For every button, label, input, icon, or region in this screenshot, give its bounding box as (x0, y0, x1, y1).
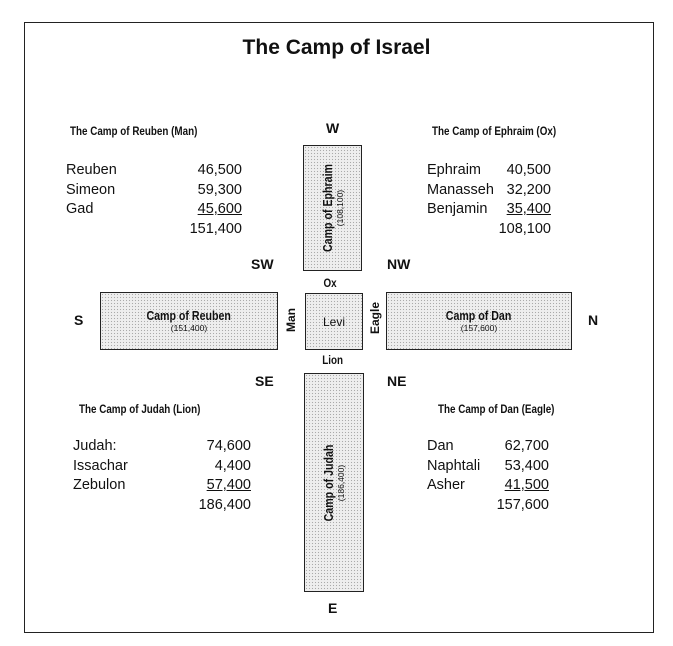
table-row: Reuben 46,500 (66, 161, 242, 181)
symbol-eagle: Eagle (368, 301, 382, 334)
direction-nw: NW (387, 256, 411, 272)
judah-table: Judah: 74,600 Issachar 4,400 Zebulon 57,400… (73, 437, 251, 515)
table-row: Gad 45,600 (66, 200, 242, 220)
total: 186,400 (198, 496, 251, 513)
ephraim-table: Ephraim 40,500 Manasseh 32,200 Benjamin 35,… (427, 161, 551, 239)
tribe: Manasseh (427, 181, 494, 198)
camp-of-dan-box: Camp of Dan (157,600) (386, 292, 572, 350)
symbol-lion: Lion (322, 353, 344, 367)
total: 157,600 (496, 496, 549, 513)
diagram-title: The Camp of Israel (242, 36, 431, 59)
table-row: Ephraim 40,500 (427, 161, 551, 181)
judah-heading: The Camp of Judah (Lion) (79, 402, 201, 416)
count: 53,400 (504, 457, 549, 474)
direction-s: S (74, 312, 84, 328)
box-label: Camp of Judah (322, 444, 337, 521)
count: 57,400 (206, 477, 251, 493)
dan-heading: The Camp of Dan (Eagle) (438, 402, 555, 416)
count: 45,600 (197, 201, 242, 217)
camp-of-judah-box: Camp of Judah (186,400) (304, 373, 364, 592)
direction-e: E (328, 600, 338, 616)
box-count: (186,400) (336, 464, 347, 501)
count: 41,500 (504, 477, 549, 493)
tribe: Simeon (66, 181, 116, 198)
table-row: Issachar 4,400 (73, 457, 251, 477)
tribe: Zebulon (73, 477, 126, 493)
box-label: Camp of Reuben (146, 309, 232, 323)
count: 4,400 (214, 457, 251, 474)
table-row: Zebulon 57,400 (73, 476, 251, 496)
tribe: Reuben (66, 162, 117, 178)
table-row: Manasseh 32,200 (427, 181, 551, 201)
symbol-man-wrap: Man (277, 308, 305, 332)
tribe: Dan (427, 438, 454, 454)
symbol-man: Man (284, 308, 298, 332)
table-row: Naphtali 53,400 (427, 457, 549, 477)
symbol-ox: Ox (323, 276, 337, 290)
direction-n: N (588, 312, 599, 328)
box-label: Levi (322, 314, 345, 329)
direction-se: SE (255, 373, 274, 389)
direction-sw: SW (251, 256, 274, 272)
box-label: Camp of Dan (446, 309, 512, 323)
tribe: Ephraim (427, 162, 481, 178)
box-label: Camp of Ephraim (320, 164, 335, 252)
count: 46,500 (197, 162, 242, 178)
direction-w: W (326, 120, 340, 136)
total: 108,100 (498, 220, 551, 237)
table-row: Judah: 74,600 (73, 437, 251, 457)
tribe: Benjamin (427, 201, 488, 217)
count: 40,500 (506, 162, 551, 178)
table-row: Simeon 59,300 (66, 181, 242, 201)
box-count: (151,400) (170, 323, 208, 333)
tribe: Gad (66, 201, 94, 217)
count: 32,200 (506, 181, 551, 198)
table-row: Benjamin 35,400 (427, 200, 551, 220)
reuben-table: Reuben 46,500 Simeon 59,300 Gad 45,600 151,… (66, 161, 242, 239)
camp-of-reuben-box: Camp of Reuben (151,400) (100, 292, 278, 350)
camp-of-ephraim-box: Camp of Ephraim (108,100) (303, 145, 362, 271)
count: 35,400 (506, 201, 551, 217)
count: 62,700 (504, 438, 549, 454)
table-row: Asher 41,500 (427, 476, 549, 496)
total: 151,400 (189, 220, 242, 237)
box-count: (108,100) (334, 189, 345, 227)
count: 59,300 (197, 181, 242, 198)
count: 74,600 (206, 438, 251, 454)
tribe: Issachar (73, 457, 128, 474)
table-row: Dan 62,700 (427, 437, 549, 457)
dan-table: Dan 62,700 Naphtali 53,400 Asher 41,500 157… (427, 437, 549, 515)
tribe: Asher (427, 477, 465, 493)
diagram-frame (24, 22, 654, 633)
direction-ne: NE (387, 373, 407, 389)
tribe: Judah: (73, 438, 117, 454)
symbol-eagle-wrap: Eagle (361, 302, 389, 334)
tribe: Naphtali (427, 457, 481, 474)
levi-box: Levi (305, 293, 363, 350)
reuben-heading: The Camp of Reuben (Man) (70, 124, 198, 138)
ephraim-heading: The Camp of Ephraim (Ox) (432, 124, 557, 138)
box-count: (157,600) (460, 323, 498, 333)
